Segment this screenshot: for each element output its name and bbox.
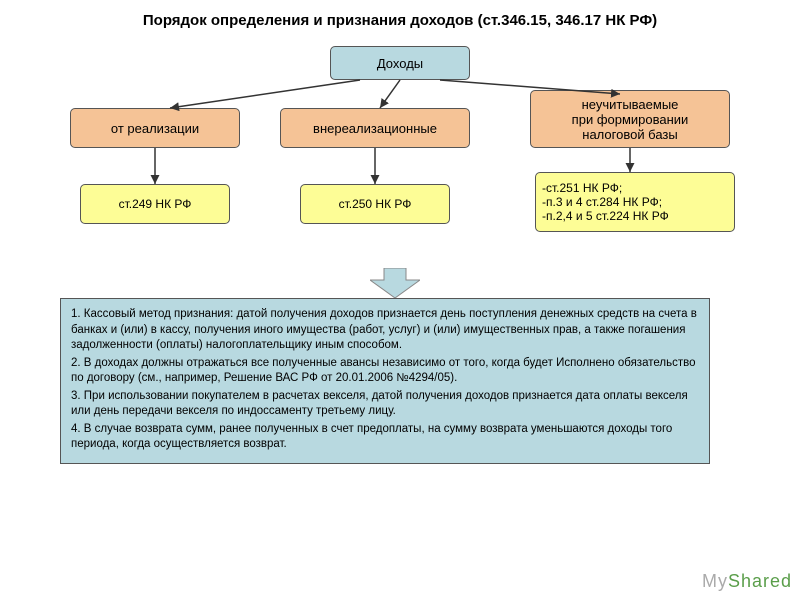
note-box-1: ст.250 НК РФ [300,184,450,224]
description-panel: 1. Кассовый метод признания: датой получ… [60,298,710,464]
watermark: MyShared [702,571,792,592]
root-node: Доходы [330,46,470,80]
branch-box-2: неучитываемыепри формированииналоговой б… [530,90,730,148]
page-title: Порядок определения и признания доходов … [50,12,750,29]
note-box-0: ст.249 НК РФ [80,184,230,224]
branch-box-0: от реализации [70,108,240,148]
note-box-2: -ст.251 НК РФ;-п.3 и 4 ст.284 НК РФ;-п.2… [535,172,735,232]
branch-box-1: внереализационные [280,108,470,148]
